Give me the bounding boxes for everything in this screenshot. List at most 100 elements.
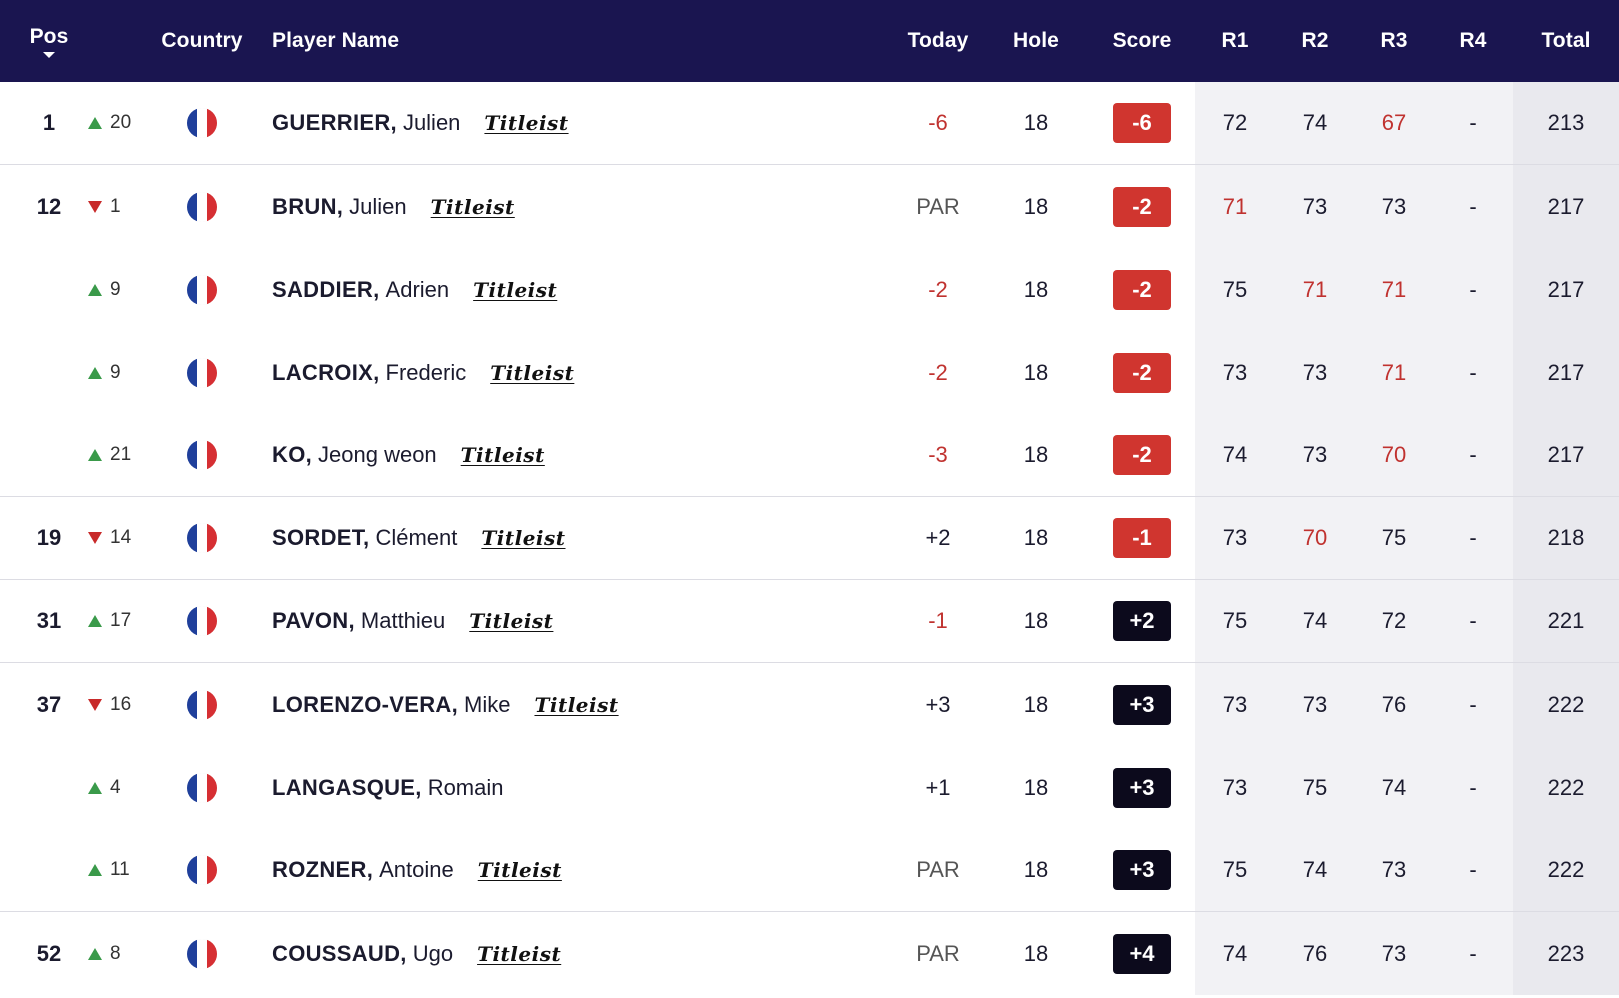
sponsor-logo: Titleist (477, 941, 562, 966)
player-row[interactable]: 11 ROZNER, Antoine Titleist PAR 18 +3 75 … (0, 829, 1619, 912)
rounds-column-shade (1195, 82, 1513, 995)
player-row[interactable]: 31 17 PAVON, Matthieu Titleist -1 18 +2 7… (0, 580, 1619, 663)
player-row[interactable]: 12 1 BRUN, Julien Titleist PAR 18 -2 71 7… (0, 165, 1619, 248)
player-name-link[interactable]: LACROIX, Frederic (272, 360, 466, 386)
player-row[interactable]: 9 LACROIX, Frederic Titleist -2 18 -2 73 … (0, 331, 1619, 414)
player-name-link[interactable]: PAVON, Matthieu (272, 608, 445, 634)
player-row[interactable]: 1 20 GUERRIER, Julien Titleist -6 18 -6 7… (0, 82, 1619, 165)
round-3-score: 73 (1381, 857, 1407, 882)
round-1-score: 75 (1222, 608, 1248, 633)
score-badge: -2 (1113, 269, 1171, 310)
player-last-name: LANGASQUE, (272, 774, 422, 800)
hole-value: 18 (1023, 525, 1049, 550)
player-row[interactable]: 19 14 SORDET, Clément Titleist +2 18 -1 7… (0, 497, 1619, 580)
today-score: +2 (925, 525, 951, 550)
france-flag-icon (187, 689, 217, 720)
player-last-name: KO, (272, 442, 313, 467)
player-row[interactable]: 21 KO, Jeong weon Titleist -3 18 -2 74 73… (0, 414, 1619, 497)
today-score: +3 (925, 691, 951, 717)
header-country[interactable]: Country (161, 29, 243, 52)
france-flag-icon (187, 108, 217, 138)
header-hole[interactable]: Hole (1013, 29, 1059, 52)
movement-value: 16 (110, 693, 132, 715)
round-1-score: 74 (1222, 940, 1248, 966)
today-score: -6 (928, 110, 948, 135)
sponsor-logo: Titleist (484, 111, 569, 135)
total-score: 217 (1547, 193, 1585, 219)
player-row[interactable]: 9 SADDIER, Adrien Titleist -2 18 -2 75 71… (0, 248, 1619, 331)
header-r4[interactable]: R4 (1459, 29, 1487, 52)
position-movement: 9 (88, 279, 121, 301)
player-last-name: COUSSAUD, (272, 940, 407, 966)
player-name-link[interactable]: LANGASQUE, Romain (272, 775, 504, 801)
player-name-link[interactable]: LORENZO-VERA, Mike (272, 692, 510, 718)
position: 1 (42, 110, 56, 135)
arrow-up-icon (88, 781, 102, 794)
header-r3[interactable]: R3 (1380, 29, 1408, 52)
player-first-name: Jeong weon (318, 442, 437, 467)
france-flag-icon (187, 855, 217, 885)
position-movement: 14 (88, 527, 131, 549)
movement-value: 1 (110, 195, 121, 217)
player-name-link[interactable]: GUERRIER, Julien (272, 110, 460, 136)
arrow-up-icon (88, 366, 102, 379)
player-name-link[interactable]: KO, Jeong weon (272, 442, 437, 468)
france-flag-icon (187, 274, 217, 305)
today-score: PAR (916, 857, 960, 882)
player-first-name: Matthieu (360, 608, 446, 633)
player-first-name: Frederic (385, 359, 467, 385)
france-flag-icon (187, 357, 217, 388)
leaderboard-header: Pos Country Player Name Today Hole Score… (0, 0, 1619, 82)
header-today[interactable]: Today (907, 29, 969, 52)
player-row[interactable]: 52 8 COUSSAUD, Ugo Titleist PAR 18 +4 74 … (0, 912, 1619, 995)
score-badge: -1 (1113, 518, 1171, 558)
player-row[interactable]: 4 LANGASQUE, Romain +1 18 +3 73 75 74 - 2… (0, 746, 1619, 829)
position-movement: 21 (88, 444, 131, 466)
round-4-score: - (1469, 857, 1477, 882)
total-score: 222 (1547, 774, 1585, 800)
player-first-name: Mike (464, 691, 511, 717)
hole-value: 18 (1023, 608, 1049, 633)
france-flag-icon (187, 772, 217, 803)
round-1-score: 75 (1222, 276, 1248, 302)
round-2-score: 76 (1302, 940, 1328, 966)
header-total[interactable]: Total (1541, 29, 1591, 52)
header-r2[interactable]: R2 (1301, 29, 1329, 52)
player-name-link[interactable]: ROZNER, Antoine (272, 857, 454, 883)
leaderboard-body: 1 20 GUERRIER, Julien Titleist -6 18 -6 7… (0, 82, 1619, 995)
hole-value: 18 (1023, 110, 1049, 135)
france-flag-icon (187, 606, 217, 636)
round-3-score: 76 (1381, 691, 1407, 717)
header-pos[interactable]: Pos (18, 0, 80, 82)
header-score[interactable]: Score (1112, 29, 1172, 52)
round-2-score: 75 (1302, 774, 1328, 800)
today-score: +1 (925, 774, 951, 800)
round-3-score: 73 (1381, 193, 1407, 219)
player-name-link[interactable]: COUSSAUD, Ugo (272, 941, 453, 967)
round-2-score: 74 (1302, 608, 1328, 633)
player-name-link[interactable]: SORDET, Clément (272, 525, 457, 551)
header-player-name[interactable]: Player Name (272, 29, 400, 52)
hole-value: 18 (1023, 691, 1049, 717)
total-score: 217 (1547, 276, 1585, 302)
round-4-score: - (1469, 276, 1477, 302)
total-score: 222 (1547, 857, 1585, 882)
round-2-score: 73 (1302, 359, 1328, 385)
round-1-score: 73 (1222, 691, 1248, 717)
round-2-score: 73 (1302, 442, 1328, 467)
movement-value: 9 (110, 361, 121, 383)
round-3-score: 75 (1381, 525, 1407, 550)
round-4-score: - (1469, 608, 1477, 633)
round-3-score: 70 (1381, 442, 1407, 467)
player-row[interactable]: 37 16 LORENZO-VERA, Mike Titleist +3 18 +… (0, 663, 1619, 746)
header-r1[interactable]: R1 (1221, 29, 1249, 52)
position-movement: 4 (88, 777, 121, 799)
position-movement: 16 (88, 694, 131, 716)
position-movement: 17 (88, 610, 131, 632)
player-last-name: GUERRIER, (272, 110, 397, 135)
position: 19 (36, 525, 62, 550)
player-name-link[interactable]: SADDIER, Adrien (272, 277, 449, 303)
score-badge: -2 (1113, 352, 1171, 393)
player-name-link[interactable]: BRUN, Julien (272, 194, 407, 220)
